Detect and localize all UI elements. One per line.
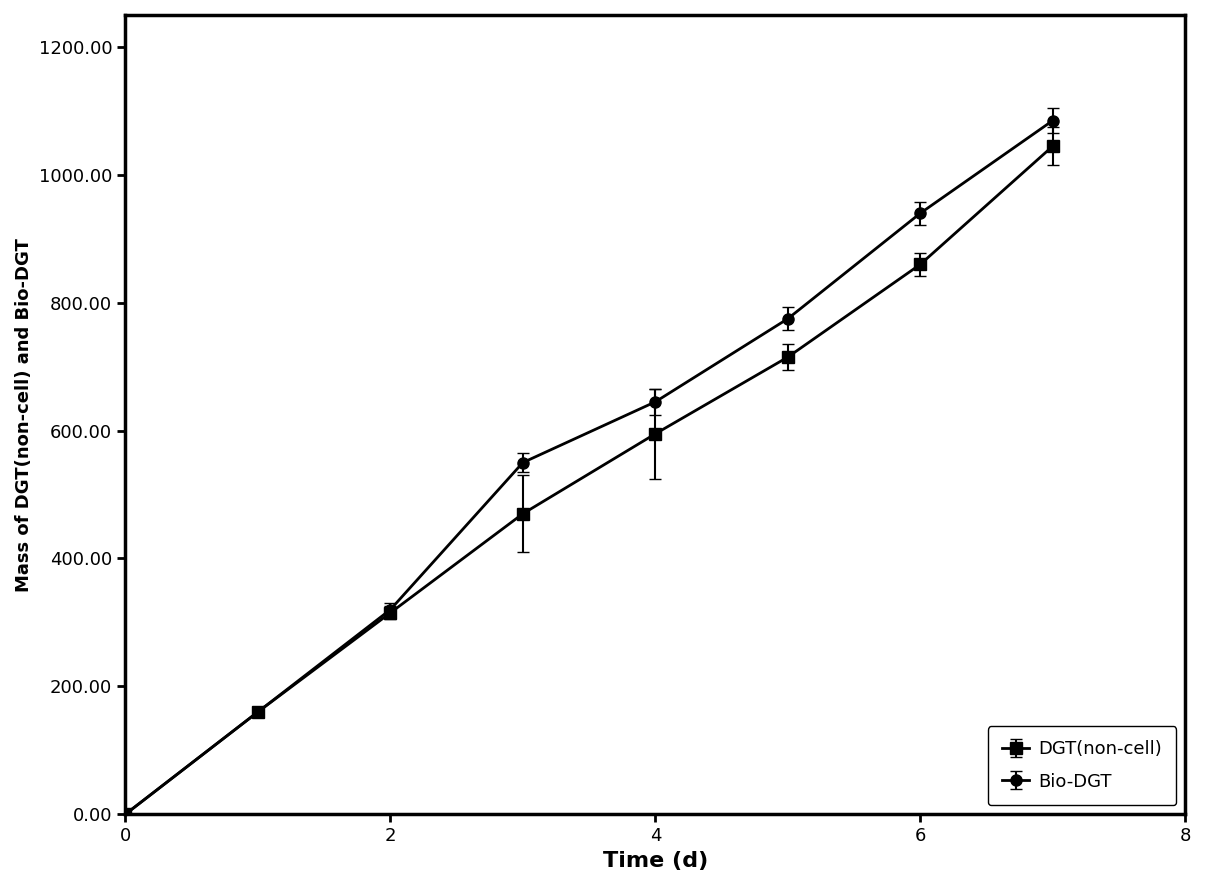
X-axis label: Time (d): Time (d): [603, 851, 708, 871]
Y-axis label: Mass of DGT(non-cell) and Bio-DGT: Mass of DGT(non-cell) and Bio-DGT: [14, 237, 33, 592]
Legend: DGT(non-cell), Bio-DGT: DGT(non-cell), Bio-DGT: [988, 726, 1176, 805]
